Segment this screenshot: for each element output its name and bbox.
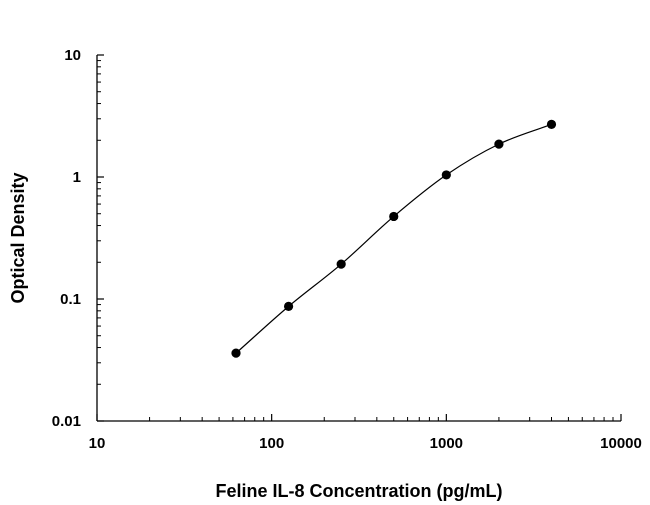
data-point bbox=[336, 259, 346, 269]
data-point bbox=[283, 301, 294, 311]
data-points bbox=[231, 119, 557, 358]
data-point bbox=[389, 211, 399, 222]
y-tick-label: 10 bbox=[64, 47, 81, 64]
y-axis-title: Optical Density bbox=[8, 172, 28, 303]
y-tick-label: 0.01 bbox=[52, 413, 81, 430]
x-tick-label: 10000 bbox=[600, 435, 642, 452]
data-point bbox=[231, 348, 241, 358]
y-tick-label: 1 bbox=[73, 169, 81, 186]
x-axis-title: Feline IL-8 Concentration (pg/mL) bbox=[216, 481, 503, 501]
y-axis-minor-ticks bbox=[97, 60, 101, 385]
y-axis-major-ticks bbox=[97, 54, 104, 422]
data-point bbox=[494, 139, 504, 149]
fit-curve bbox=[235, 123, 552, 354]
x-axis-major-ticks bbox=[96, 414, 622, 421]
x-tick-label: 1000 bbox=[430, 435, 463, 452]
data-point bbox=[441, 170, 451, 180]
data-point bbox=[546, 119, 557, 129]
x-axis-tick-labels: 10 100 1000 10000 bbox=[89, 435, 642, 452]
x-axis-minor-ticks bbox=[149, 417, 614, 421]
y-axis-tick-labels: 0.01 0.1 1 10 bbox=[52, 47, 81, 430]
x-tick-label: 100 bbox=[259, 435, 284, 452]
y-tick-label: 0.1 bbox=[60, 291, 81, 308]
x-tick-label: 10 bbox=[89, 435, 106, 452]
